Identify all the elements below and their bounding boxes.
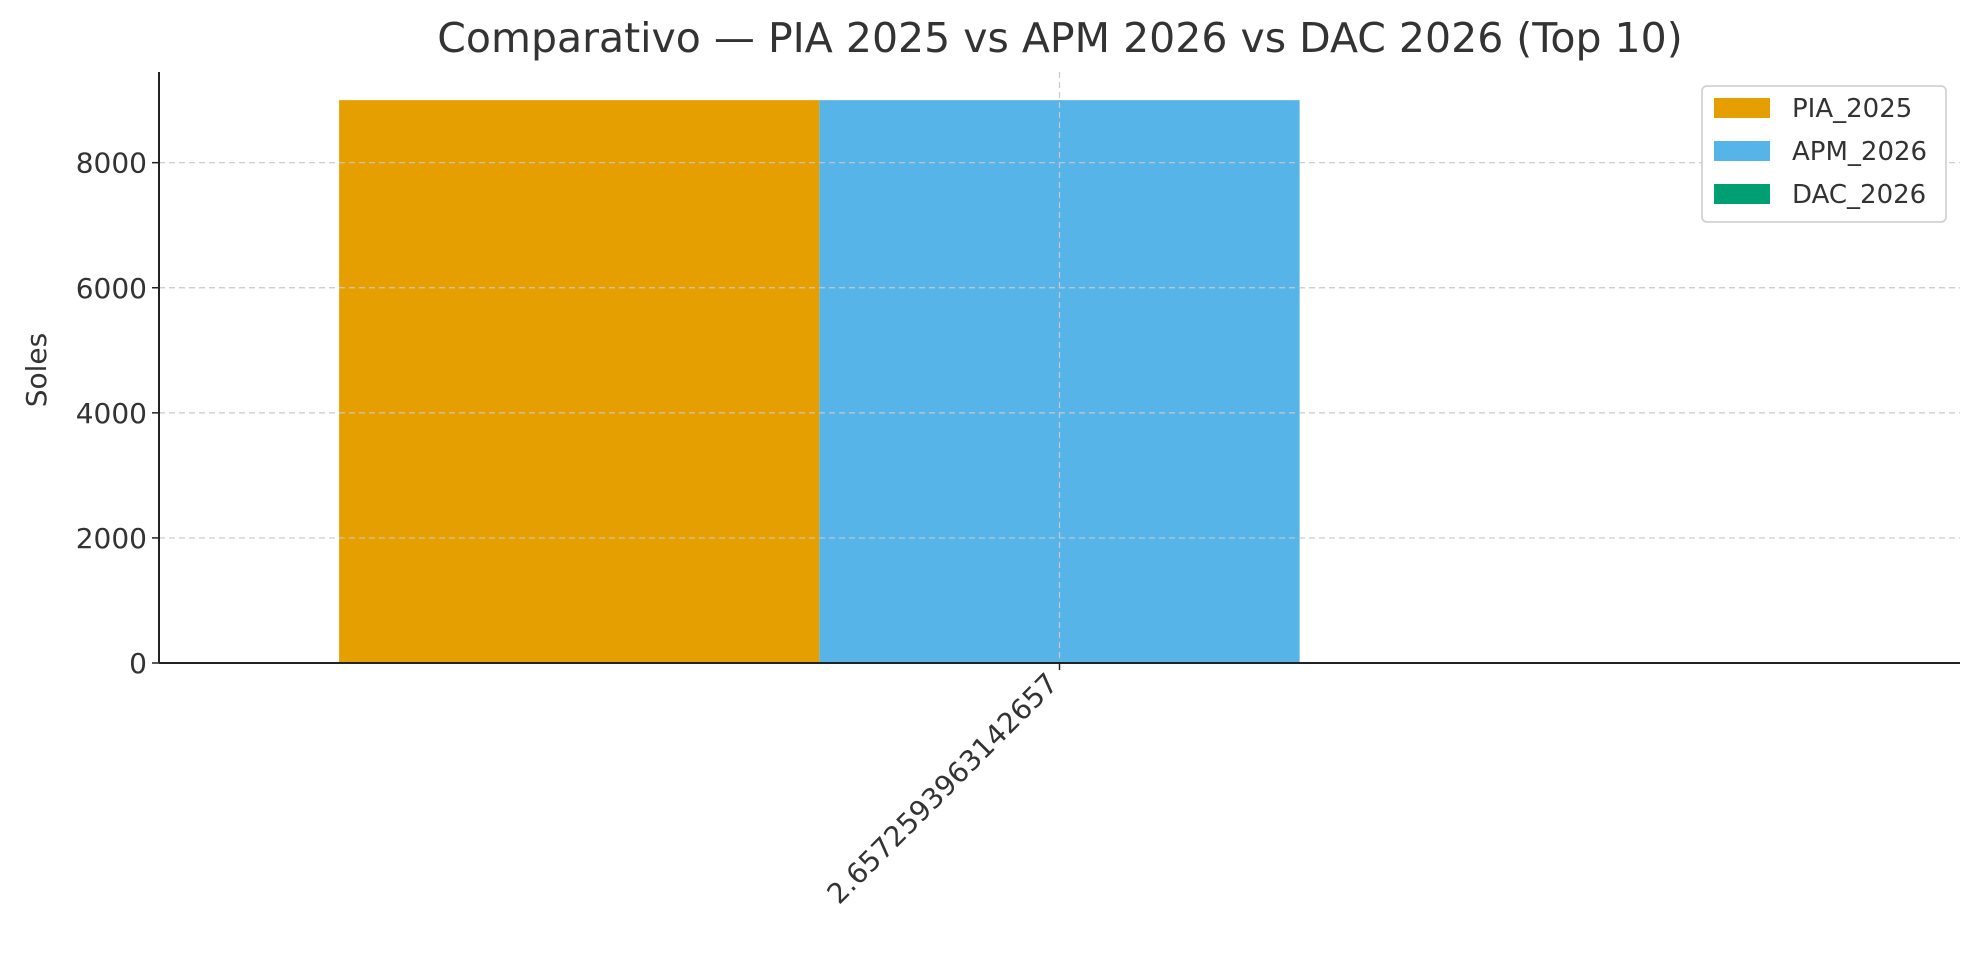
grid-lines xyxy=(159,72,1960,663)
legend-label-dac-2026: DAC_2026 xyxy=(1792,180,1926,210)
legend-swatch-dac-2026 xyxy=(1714,184,1770,204)
legend-swatch-apm-2026 xyxy=(1714,141,1770,161)
legend: PIA_2025 APM_2026 DAC_2026 xyxy=(1701,85,1947,223)
legend-label-apm-2026: APM_2026 xyxy=(1792,137,1927,167)
axes xyxy=(152,72,1960,670)
y-tick-label: 2000 xyxy=(76,522,147,555)
y-tick-label: 6000 xyxy=(76,272,147,305)
legend-swatch-pia-2025 xyxy=(1714,98,1770,118)
bar-pia-2025 xyxy=(339,100,820,663)
x-tick-label: 2.657259396314265​7 xyxy=(821,667,1065,911)
y-axis-label: Soles xyxy=(20,333,53,408)
y-tick-label: 4000 xyxy=(76,397,147,430)
bars xyxy=(339,100,1300,663)
y-tick-label: 0 xyxy=(129,647,147,680)
legend-label-pia-2025: PIA_2025 xyxy=(1792,94,1912,124)
y-tick-label: 8000 xyxy=(76,147,147,180)
chart-title: Comparativo — PIA 2025 vs APM 2026 vs DA… xyxy=(437,14,1682,62)
